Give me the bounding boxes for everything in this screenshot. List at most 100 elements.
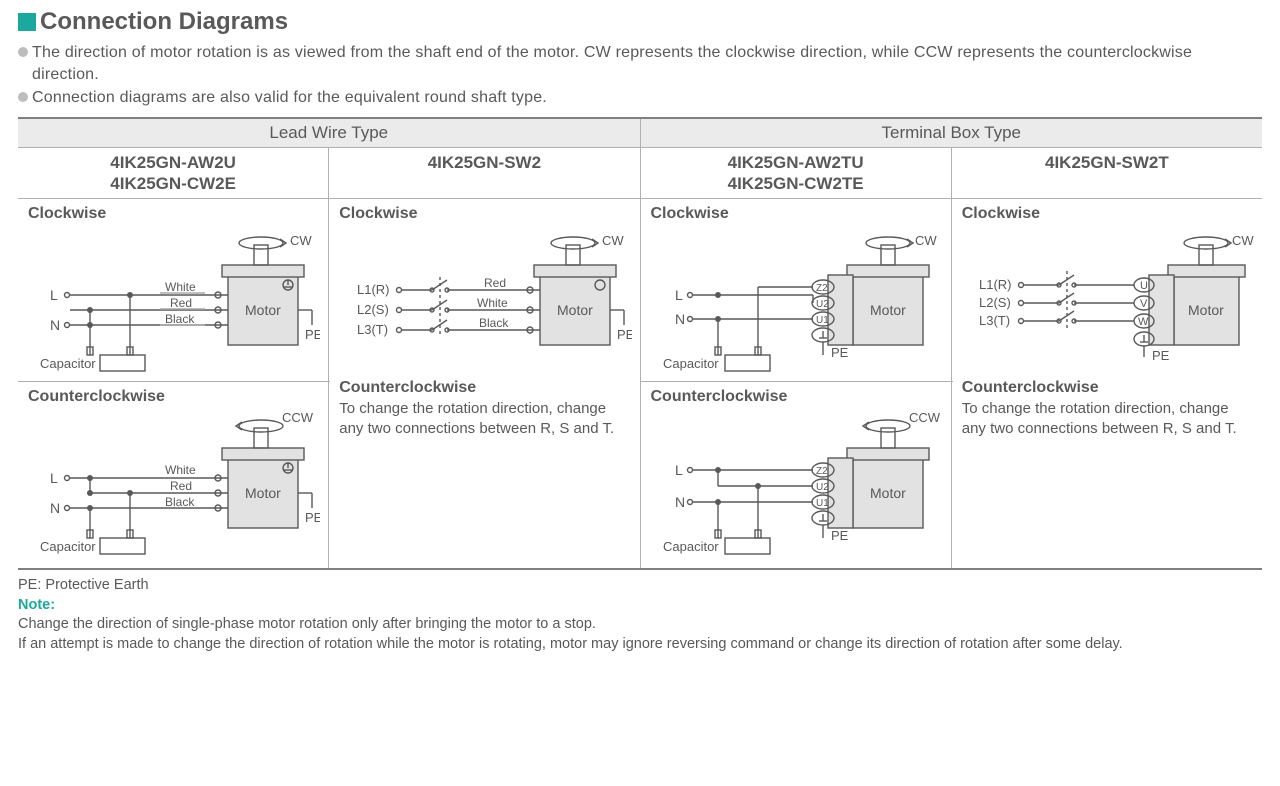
svg-text:CW: CW xyxy=(915,233,937,248)
svg-text:Capacitor: Capacitor xyxy=(40,539,96,554)
pe-definition: PE: Protective Earth xyxy=(18,576,1262,596)
model-col3-b: 4IK25GN-CW2TE xyxy=(641,173,951,194)
svg-text:PE: PE xyxy=(831,528,849,543)
svg-text:U1: U1 xyxy=(816,315,829,326)
svg-text:Z2: Z2 xyxy=(816,283,828,294)
page-title-row: Connection Diagrams xyxy=(18,8,1262,36)
body-row: Clockwise CW Motor xyxy=(18,199,1262,568)
svg-text:L: L xyxy=(675,462,683,478)
svg-text:V: V xyxy=(1140,298,1148,310)
svg-text:N: N xyxy=(50,317,60,333)
svg-text:U: U xyxy=(1140,280,1148,292)
svg-text:Red: Red xyxy=(170,296,192,310)
col1-cw-label: Clockwise xyxy=(28,205,320,223)
svg-text:Capacitor: Capacitor xyxy=(663,539,719,554)
model-col4: 4IK25GN-SW2T xyxy=(952,148,1262,199)
diagram-table: Lead Wire Type Terminal Box Type 4IK25GN… xyxy=(18,117,1262,571)
svg-text:PE: PE xyxy=(305,510,320,525)
svg-text:Motor: Motor xyxy=(245,302,281,318)
svg-text:L: L xyxy=(675,287,683,303)
note-line-2: If an attempt is made to change the dire… xyxy=(18,635,1262,655)
svg-text:Capacitor: Capacitor xyxy=(663,356,719,371)
svg-text:N: N xyxy=(675,311,685,327)
svg-text:L1(R): L1(R) xyxy=(979,277,1012,292)
svg-text:Motor: Motor xyxy=(1188,302,1224,318)
col2-ccw-title: Counterclockwise xyxy=(339,379,631,397)
svg-text:U2: U2 xyxy=(816,482,829,493)
col2-ccw-note: To change the rotation direction, change… xyxy=(339,399,631,438)
svg-text:CW: CW xyxy=(290,233,312,248)
note-label: Note: xyxy=(18,596,1262,616)
col4-ccw-note: To change the rotation direction, change… xyxy=(962,399,1254,438)
col4-cw-label: Clockwise xyxy=(962,205,1254,223)
col-1: Clockwise CW Motor xyxy=(18,199,329,568)
svg-text:U1: U1 xyxy=(816,498,829,509)
svg-text:CCW: CCW xyxy=(282,410,314,425)
svg-text:PE: PE xyxy=(1152,348,1170,363)
svg-text:L: L xyxy=(50,287,58,303)
svg-text:N: N xyxy=(50,500,60,516)
footer-notes: PE: Protective Earth Note: Change the di… xyxy=(18,576,1262,654)
svg-text:U2: U2 xyxy=(816,299,829,310)
model-col1-b: 4IK25GN-CW2E xyxy=(18,173,328,194)
col-3: Clockwise CW Motor Z2 U2 xyxy=(641,199,952,568)
col1-ccw-diagram: CCW Motor PE xyxy=(28,408,320,558)
svg-text:CW: CW xyxy=(1232,233,1254,248)
svg-text:CW: CW xyxy=(602,233,624,248)
svg-text:L2(S): L2(S) xyxy=(357,302,389,317)
model-col2: 4IK25GN-SW2 xyxy=(329,148,640,199)
svg-text:Red: Red xyxy=(170,479,192,493)
note-line-1: Change the direction of single-phase mot… xyxy=(18,615,1262,635)
svg-text:Motor: Motor xyxy=(557,302,593,318)
svg-text:Motor: Motor xyxy=(870,485,906,501)
svg-text:L3(T): L3(T) xyxy=(979,313,1010,328)
col2-cw-diagram: CW Motor PE xyxy=(339,225,631,375)
svg-text:Black: Black xyxy=(165,495,195,509)
intro-bullet-2: Connection diagrams are also valid for t… xyxy=(18,87,1262,109)
svg-text:L1(R): L1(R) xyxy=(357,282,390,297)
svg-text:L3(T): L3(T) xyxy=(357,322,388,337)
col1-ccw-label: Counterclockwise xyxy=(28,388,320,406)
col3-cw-diagram: CW Motor Z2 U2 U1 PE xyxy=(651,225,943,375)
bullet-icon xyxy=(18,47,28,57)
header-row: Lead Wire Type Terminal Box Type xyxy=(18,119,1262,147)
svg-text:Black: Black xyxy=(165,312,195,326)
svg-text:CCW: CCW xyxy=(909,410,941,425)
svg-text:W: W xyxy=(1138,316,1149,328)
svg-text:White: White xyxy=(165,280,196,294)
svg-text:Motor: Motor xyxy=(245,485,281,501)
col4-cw-diagram: CW Motor U V W PE xyxy=(962,225,1254,375)
svg-text:PE: PE xyxy=(831,345,849,360)
svg-text:White: White xyxy=(165,463,196,477)
col3-cw-label: Clockwise xyxy=(651,205,943,223)
col2-cw-label: Clockwise xyxy=(339,205,631,223)
header-lead-wire: Lead Wire Type xyxy=(18,119,641,147)
svg-text:PE: PE xyxy=(617,327,632,342)
col-2: Clockwise CW Motor PE xyxy=(329,199,640,568)
page-title: Connection Diagrams xyxy=(40,8,288,36)
svg-text:Motor: Motor xyxy=(870,302,906,318)
svg-text:Black: Black xyxy=(479,316,509,330)
title-square-icon xyxy=(18,13,36,31)
svg-text:L2(S): L2(S) xyxy=(979,295,1011,310)
bullet-icon xyxy=(18,92,28,102)
svg-text:N: N xyxy=(675,494,685,510)
svg-text:Z2: Z2 xyxy=(816,466,828,477)
col1-cw-diagram: CW Motor PE xyxy=(28,225,320,375)
model-col3-a: 4IK25GN-AW2TU xyxy=(641,152,951,173)
svg-text:White: White xyxy=(477,296,508,310)
model-row: 4IK25GN-AW2U 4IK25GN-CW2E 4IK25GN-SW2 4I… xyxy=(18,147,1262,200)
col-4: Clockwise CW Motor U V W xyxy=(952,199,1262,568)
header-terminal-box: Terminal Box Type xyxy=(641,119,1263,147)
svg-text:Capacitor: Capacitor xyxy=(40,356,96,371)
intro-bullet-1: The direction of motor rotation is as vi… xyxy=(18,42,1262,85)
intro-text-2: Connection diagrams are also valid for t… xyxy=(32,87,547,109)
svg-text:L: L xyxy=(50,470,58,486)
intro-text-1: The direction of motor rotation is as vi… xyxy=(32,42,1262,85)
model-col1-a: 4IK25GN-AW2U xyxy=(18,152,328,173)
col4-ccw-title: Counterclockwise xyxy=(962,379,1254,397)
model-col3: 4IK25GN-AW2TU 4IK25GN-CW2TE xyxy=(641,148,952,199)
svg-text:Red: Red xyxy=(484,276,506,290)
model-col1: 4IK25GN-AW2U 4IK25GN-CW2E xyxy=(18,148,329,199)
col3-ccw-label: Counterclockwise xyxy=(651,388,943,406)
